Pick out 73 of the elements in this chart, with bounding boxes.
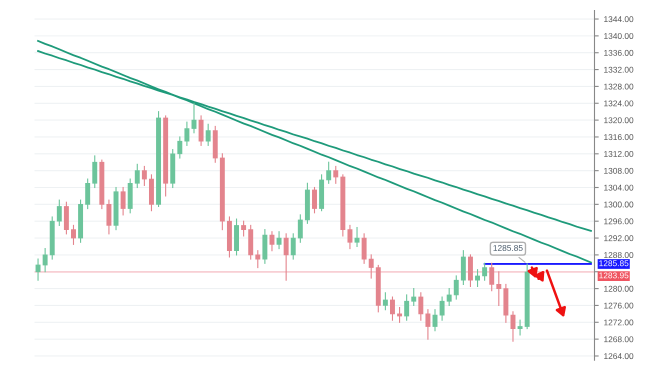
candlestick: [432, 309, 438, 332]
candlestick: [92, 155, 98, 188]
y-tick-label: 1292.00: [604, 235, 634, 242]
y-tick-label: 1328.00: [604, 84, 634, 90]
candlestick: [142, 166, 147, 186]
candlestick: [312, 186, 317, 214]
candlestick: [475, 269, 480, 288]
candlestick: [85, 178, 90, 210]
candlestick: [440, 296, 445, 321]
y-tick-label: 1344.00: [604, 16, 634, 22]
candlestick: [326, 162, 332, 184]
y-tick-label: 1296.00: [604, 218, 634, 224]
candlestick: [71, 224, 76, 245]
candlestick: [255, 250, 260, 268]
candlestick: [489, 262, 494, 292]
y-tick-label: 1304.00: [604, 184, 634, 191]
candlestick: [198, 115, 204, 146]
candlestick: [362, 233, 367, 264]
y-tick-label: 1332.00: [604, 66, 634, 73]
candlestick: [333, 166, 338, 184]
y-tick-label: 1324.00: [604, 100, 634, 106]
candlestick: [184, 122, 190, 146]
candlestick: [382, 292, 388, 310]
candlestick: [64, 202, 69, 234]
candlestick: [298, 214, 303, 243]
y-tick-label: 1336.00: [604, 50, 634, 56]
candlestick: [418, 292, 424, 321]
y-tick-label: 1280.00: [604, 286, 634, 292]
y-tick-label: 1272.00: [604, 319, 634, 326]
y-tick-label: 1312.00: [604, 151, 634, 157]
candlestick: [120, 186, 126, 216]
y-tick-label: 1308.00: [604, 168, 634, 174]
candlestick: [460, 250, 466, 285]
y-tick-label: 1264.00: [604, 353, 634, 360]
ref-line-label: 1283.95: [599, 272, 628, 278]
candlestick: [397, 306, 402, 323]
candlestick: [354, 226, 360, 248]
candlestick: [446, 288, 452, 306]
candlestick: [192, 102, 196, 134]
y-tick-label: 1300.00: [604, 202, 634, 208]
candlestick: [284, 233, 289, 281]
candlestick: [134, 164, 140, 188]
candlestick: [496, 271, 502, 306]
y-tick-label: 1340.00: [604, 33, 634, 39]
candlestick: [404, 294, 410, 321]
y-tick-label: 1276.00: [604, 302, 634, 309]
candlestick: [42, 248, 48, 272]
candlestick: [482, 262, 488, 281]
y-tick-label: 1268.00: [604, 336, 634, 342]
candlestick: [177, 136, 182, 159]
candlestick: [290, 233, 296, 260]
candlestick: [106, 200, 112, 234]
candlestick: [269, 231, 274, 252]
candlestick: [276, 231, 282, 250]
candlestick: [510, 311, 516, 342]
candlestick: [518, 320, 523, 336]
candlestick: [56, 200, 62, 226]
text: 1285.85: [599, 260, 628, 266]
candlestick: [368, 254, 374, 279]
y-tick-label: 1288.00: [604, 252, 634, 258]
y-tick-label: 1320.00: [604, 117, 634, 124]
candlestick: [206, 124, 211, 146]
candlestick: [347, 224, 352, 250]
candlestick: [241, 220, 246, 236]
annotation: 1285.85: [494, 245, 523, 251]
candlestick: [425, 309, 430, 340]
candlestick: [411, 288, 416, 306]
candlestick: [36, 258, 41, 281]
candlestick: [390, 296, 395, 321]
y-tick-label: 1316.00: [604, 134, 634, 140]
line-series: [37, 40, 592, 264]
candlestick: [468, 254, 473, 288]
candlestick: [454, 275, 459, 300]
